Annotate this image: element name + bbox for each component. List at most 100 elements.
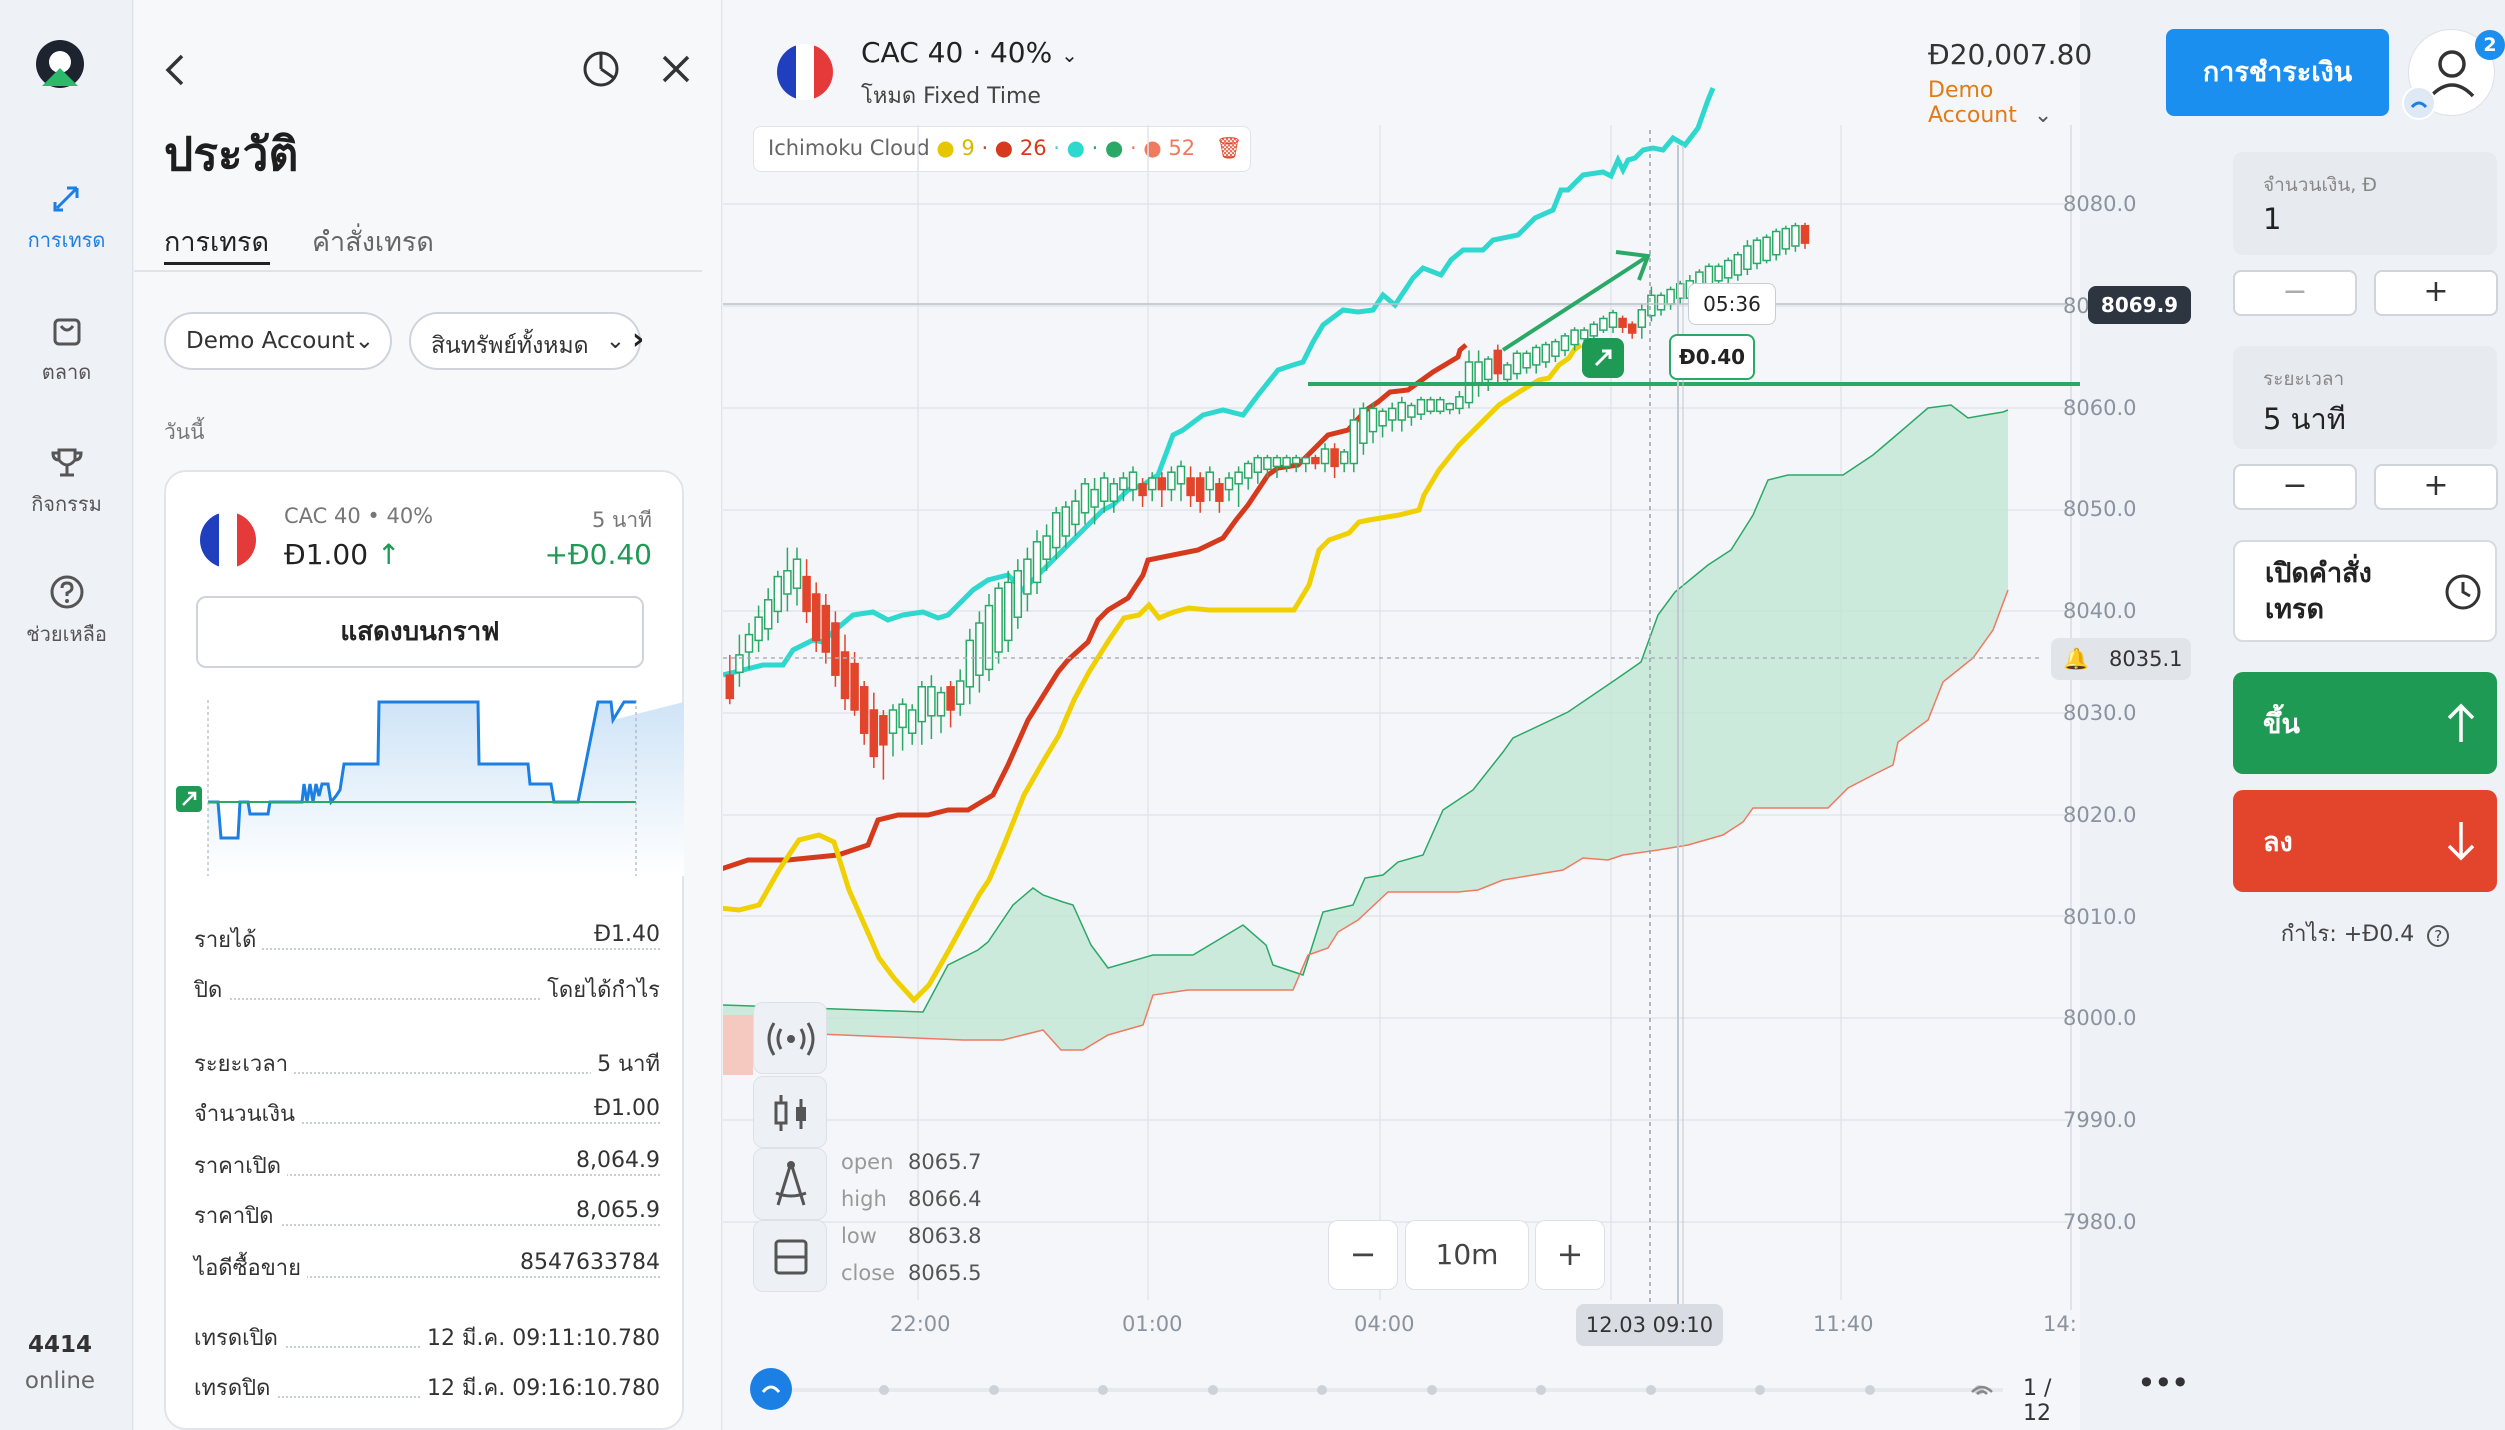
profit-label: กำไร: +Đ0.4 <box>2280 922 2415 947</box>
asset-selector[interactable]: CAC 40 · 40% ⌄ <box>861 36 1078 69</box>
asset-filter[interactable]: สินทรัพย์ทั้งหมด ⌄ <box>409 312 641 370</box>
chart-area[interactable]: CAC 40 · 40% ⌄ โหมด Fixed Time Ichimoku … <box>723 0 2191 1430</box>
zoom-in-button[interactable]: + <box>1535 1220 1605 1290</box>
y-tick-label: 8040.0 <box>2063 599 2137 624</box>
timeline-dot[interactable] <box>1536 1385 1546 1395</box>
timeline-dot[interactable] <box>1426 1385 1437 1395</box>
candle-body <box>773 575 783 613</box>
candle-body <box>1301 456 1311 465</box>
drawing-tool[interactable] <box>753 1148 827 1220</box>
duration-increase-button[interactable]: + <box>2374 464 2498 510</box>
candle-body <box>725 674 735 700</box>
amount-increase-button[interactable]: + <box>2374 270 2498 316</box>
nav-help[interactable]: ช่วยเหลือ <box>0 572 133 650</box>
candle-body <box>1416 398 1426 415</box>
indicator-dot-1: ● <box>936 136 955 160</box>
up-button[interactable]: ขึ้น <box>2233 672 2497 774</box>
chart-type-tool[interactable] <box>753 1076 827 1148</box>
timeline-dot[interactable] <box>879 1385 889 1395</box>
tab-orders[interactable]: คำสั่งเทรด <box>312 227 434 258</box>
arrow-down-icon <box>2447 822 2475 861</box>
tab-trades[interactable]: การเทรด <box>164 227 270 258</box>
close-icon[interactable] <box>659 52 693 86</box>
help-icon <box>50 575 83 609</box>
candle-body <box>1378 410 1387 427</box>
trash-icon[interactable]: 🗑 <box>1215 136 1243 160</box>
amount-decrease-button[interactable]: − <box>2233 270 2357 316</box>
deposit-button[interactable]: การชำระเงิน <box>2166 29 2389 116</box>
nav-trade[interactable]: การเทรด <box>0 178 133 256</box>
candle-body <box>1570 329 1579 346</box>
show-on-chart-button[interactable]: แสดงบนกราฟ <box>196 596 644 668</box>
candle-body <box>1560 335 1570 352</box>
timeline-start-handle[interactable] <box>750 1368 792 1410</box>
amount-value[interactable]: 1 <box>2263 202 2282 236</box>
nav-activity[interactable]: กิจกรรม <box>0 442 133 520</box>
candle-body <box>1311 456 1320 465</box>
timeframe-selector[interactable]: 10m <box>1405 1220 1529 1290</box>
candle-body <box>1397 401 1407 421</box>
detail-value: Đ1.40 <box>587 922 660 947</box>
signals-tool[interactable] <box>753 1002 827 1074</box>
timeline-end-icon[interactable] <box>1967 1380 1997 1400</box>
nav-market-label: ตลาด <box>41 360 92 384</box>
y-tick-label: 8080.0 <box>2063 192 2137 216</box>
compass-icon <box>775 1161 807 1206</box>
detail-label: ราคาปิด <box>194 1198 280 1233</box>
zoom-out-button[interactable]: − <box>1328 1220 1398 1290</box>
timeline-dot[interactable] <box>988 1385 999 1395</box>
trade-detail-row: ราคาเปิด 8,064.9 <box>194 1148 660 1184</box>
duration-value[interactable]: 5 นาที <box>2263 402 2346 436</box>
candle-body <box>1167 471 1176 491</box>
nav-market[interactable]: ตลาด <box>0 310 133 388</box>
candles-icon <box>774 1095 806 1131</box>
timeline-dot[interactable] <box>1645 1385 1656 1395</box>
candle-body <box>1599 317 1608 331</box>
duration-decrease-button[interactable]: − <box>2233 464 2357 510</box>
trade-up-marker[interactable] <box>1582 338 1624 378</box>
dotted-leader <box>194 1174 660 1176</box>
ohlc-value: 8066.4 <box>908 1187 982 1211</box>
pie-chart-icon[interactable] <box>582 50 620 88</box>
timeline-dot[interactable] <box>1755 1385 1765 1395</box>
price-chart[interactable] <box>723 0 2080 1430</box>
candle-body <box>1234 471 1243 485</box>
account-filter[interactable]: Demo Account ⌄ <box>164 312 392 370</box>
trade-detail-row: เทรดเปิด 12 มี.ค. 09:11:10.780 <box>194 1320 660 1356</box>
help-icon[interactable]: ? <box>2427 925 2450 947</box>
app-logo[interactable] <box>34 38 86 90</box>
nav-activity-label: กิจกรรม <box>31 492 102 516</box>
section-today: วันนี้ <box>164 420 205 444</box>
candle-body <box>1762 236 1771 262</box>
notification-badge: 2 <box>2475 30 2505 60</box>
candle-body <box>1531 346 1541 366</box>
trade-detail-row: ปิด โดยได้กำไร <box>194 972 660 1008</box>
back-icon[interactable] <box>162 52 192 88</box>
amount-field[interactable]: จำนวนเงิน, Đ 1 <box>2233 152 2497 255</box>
down-button[interactable]: ลง <box>2233 790 2497 892</box>
candle-body <box>965 639 975 688</box>
candle-body <box>1512 352 1522 375</box>
detail-label: ระยะเวลา <box>194 1046 295 1081</box>
candle-body <box>1195 477 1205 502</box>
detail-label: ไอดีซื้อขาย <box>194 1250 307 1285</box>
more-icon[interactable]: ••• <box>2137 1364 2190 1402</box>
candle-body <box>1023 558 1032 595</box>
timeline-dot[interactable] <box>1864 1385 1875 1395</box>
timeline-dot[interactable] <box>1317 1385 1327 1395</box>
candle-body <box>1013 570 1023 618</box>
timeline-dot[interactable] <box>1098 1385 1108 1395</box>
candle-body <box>1407 404 1416 418</box>
layout-tool[interactable] <box>753 1220 827 1292</box>
pending-order-button[interactable]: เปิดคำสั่ง เทรด <box>2233 540 2497 642</box>
indicator-chip[interactable]: Ichimoku Cloud ● 9 · ● 26 · ● · ● · ● 52… <box>753 126 1251 172</box>
account-selector[interactable]: Demo Account ⌄ <box>1928 78 2080 128</box>
drawn-arrow <box>1501 250 1651 352</box>
y-tick-label: 8050.0 <box>2063 497 2137 522</box>
timeline-dot[interactable] <box>1974 1385 1984 1395</box>
alert-price-tag[interactable]: 🔔 8035.1 <box>2051 638 2191 680</box>
chevron-right-icon[interactable]: › <box>632 322 645 357</box>
timeline-dot[interactable] <box>1207 1385 1218 1395</box>
duration-field[interactable]: ระยะเวลา 5 นาที <box>2233 346 2497 449</box>
timeline-track[interactable] <box>768 1388 2003 1392</box>
